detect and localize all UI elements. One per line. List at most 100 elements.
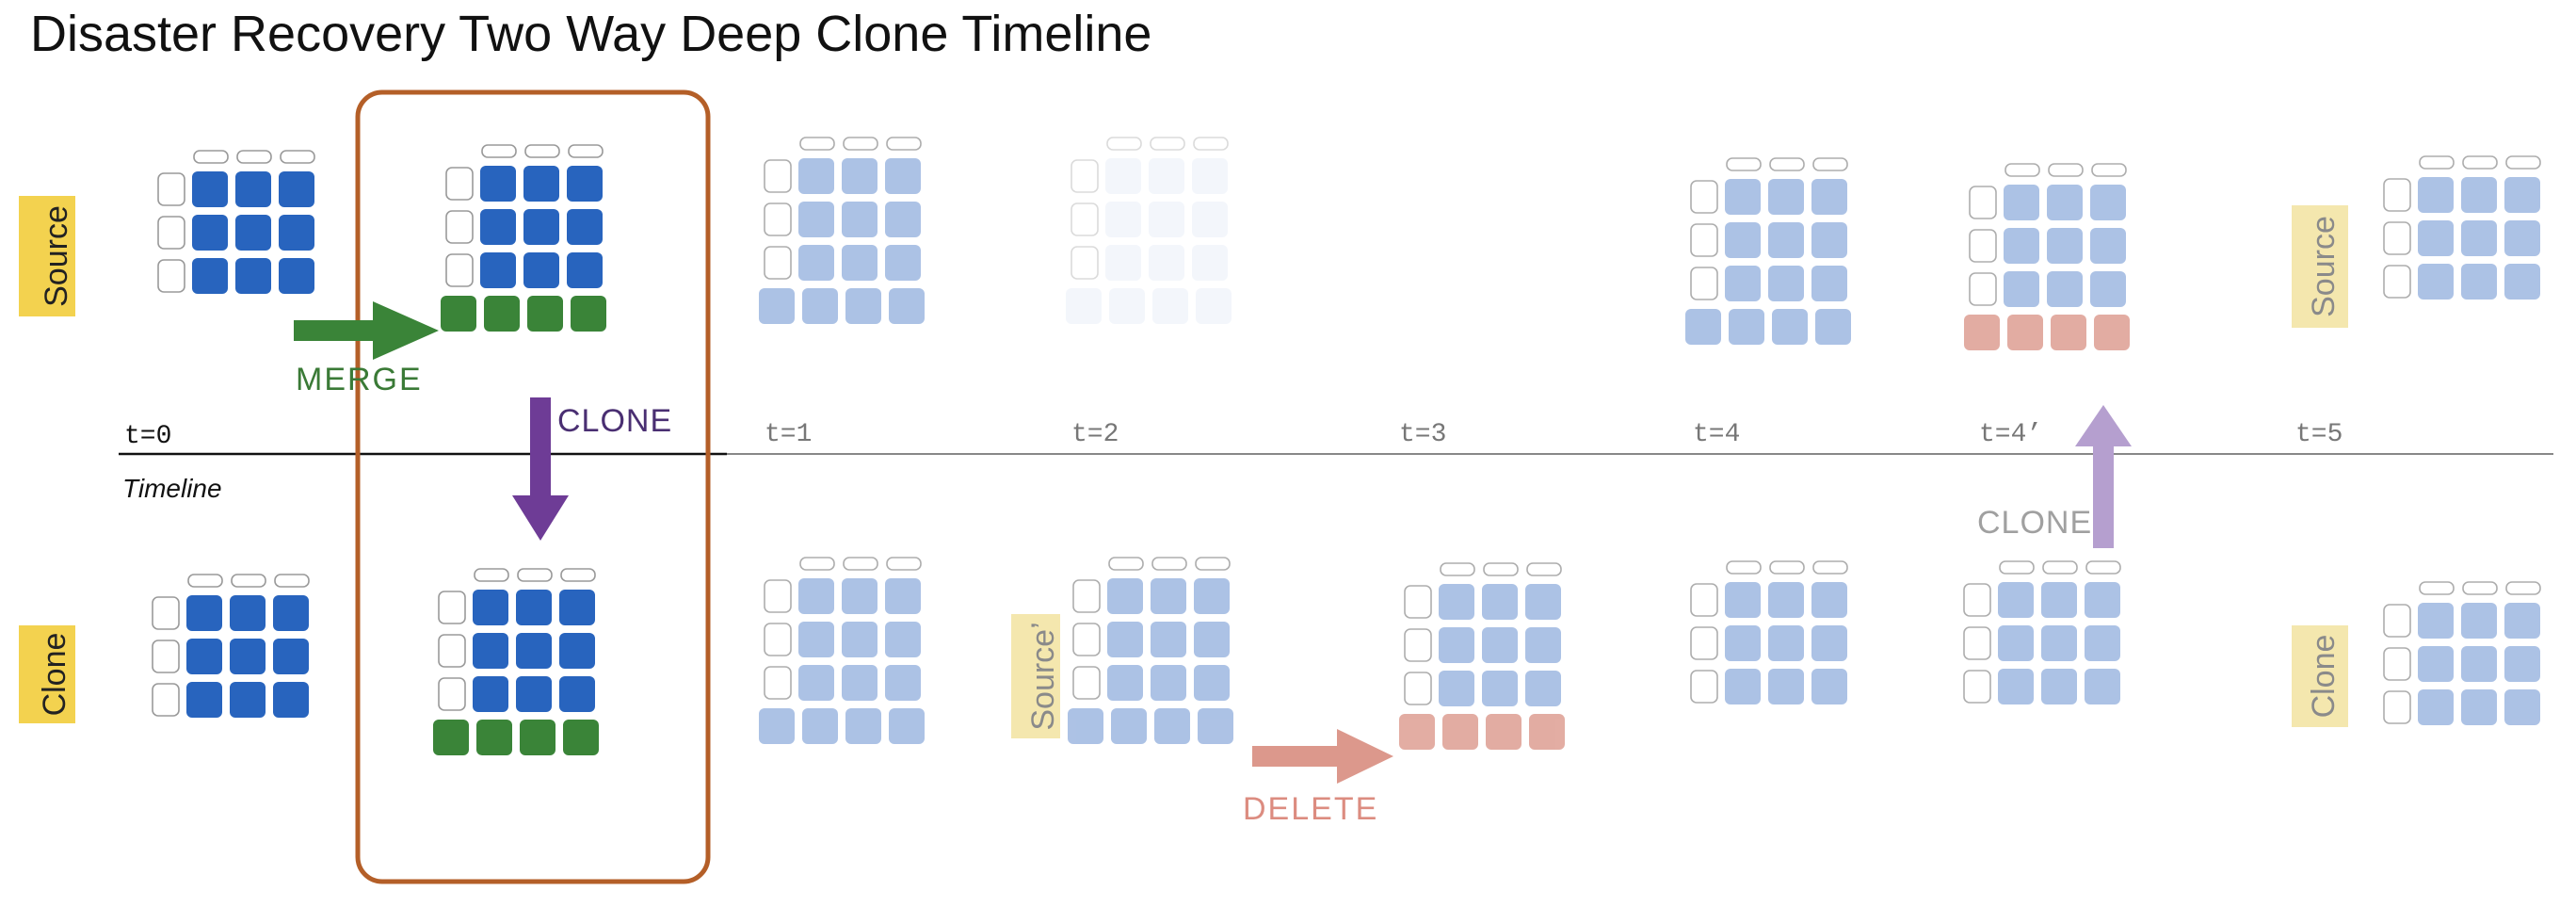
table-new-row-cell [1399, 714, 1435, 750]
table-row-handle [764, 159, 792, 193]
row-label-source: Source [19, 196, 75, 316]
table-cell [273, 639, 309, 674]
table-header-cell [474, 568, 509, 582]
table-cell [235, 258, 271, 294]
table-header-cell [1195, 557, 1231, 571]
table-source-t0-merged [441, 144, 606, 332]
table-header-cell [1999, 560, 2035, 575]
table-row-handle [1404, 628, 1432, 662]
table-cell [885, 665, 921, 701]
table-cell [230, 639, 266, 674]
table-cell [1768, 179, 1804, 215]
table-cell [192, 215, 228, 251]
table-cell [2041, 582, 2077, 618]
table-new-row-cell [1772, 309, 1808, 345]
table-cell [842, 202, 877, 237]
table-cell [2047, 185, 2083, 220]
table-cell [523, 166, 559, 202]
table-cell [2418, 177, 2454, 213]
side-label-source-prime: Source’ [1011, 614, 1061, 738]
table-row-handle [764, 623, 792, 656]
side-label-source-t5-text: Source [2306, 216, 2342, 317]
table-header-cell [1440, 562, 1475, 576]
table-header-cell [799, 137, 835, 151]
table-cell [1811, 625, 1847, 661]
table-header-cell [2419, 155, 2455, 170]
table-cell [1194, 665, 1230, 701]
table-cell [2004, 228, 2039, 264]
table-cell [1194, 622, 1230, 657]
table-cell [798, 202, 834, 237]
table-cell [1725, 625, 1761, 661]
table-cell [798, 245, 834, 281]
table-cell [1725, 179, 1761, 215]
table-header-cell [481, 144, 517, 158]
table-row-handle [157, 216, 185, 250]
table-cell [2004, 185, 2039, 220]
table-cell [1105, 202, 1141, 237]
table-row-handle [1072, 623, 1101, 656]
table-cell [235, 171, 271, 207]
table-cell [1725, 582, 1761, 618]
table-row-handle [1071, 159, 1099, 193]
clone-down-arrow [512, 397, 569, 541]
table-header-cell [568, 144, 604, 158]
table-cell [2504, 603, 2540, 639]
table-cell [2041, 669, 2077, 704]
table-source-t0 [157, 150, 315, 294]
table-cell [798, 158, 834, 194]
table-header-cell [1108, 557, 1144, 571]
table-row-handle [438, 677, 466, 711]
table-cell [2418, 264, 2454, 300]
table-row-handle [157, 259, 185, 293]
table-new-row-cell [1068, 708, 1103, 744]
table-row-handle [1404, 672, 1432, 705]
table-cell [1525, 627, 1561, 663]
table-header-cell [886, 557, 922, 571]
row-label-source-text: Source [39, 205, 74, 307]
table-new-row-cell [845, 708, 881, 744]
table-row-handle [1690, 223, 1718, 257]
table-row-handle [1690, 180, 1718, 214]
table-header-cell [1526, 562, 1562, 576]
table-cell [1107, 578, 1143, 614]
table-cell [1149, 158, 1184, 194]
table-cell [1998, 669, 2034, 704]
table-new-row-cell [476, 720, 512, 755]
table-new-row-cell [433, 720, 469, 755]
table-header-cell [886, 137, 922, 151]
timepoint-t4-prime: t=4’ [1979, 420, 2042, 449]
table-row-handle [157, 172, 185, 206]
table-header-cell [2505, 155, 2541, 170]
table-cell [559, 633, 595, 669]
timepoint-t3: t=3 [1399, 420, 1446, 449]
table-new-row-cell [1685, 309, 1721, 345]
table-cell [1725, 266, 1761, 301]
table-new-row-cell [1729, 309, 1764, 345]
table-cell [2418, 603, 2454, 639]
table-new-row-cell [1154, 708, 1190, 744]
table-cell [1768, 669, 1804, 704]
table-cell [523, 252, 559, 288]
table-row-handle [2383, 178, 2411, 212]
table-cell [1811, 582, 1847, 618]
table-cell [2085, 625, 2120, 661]
table-new-row-cell [563, 720, 599, 755]
table-header-cell [843, 137, 878, 151]
table-cell [235, 215, 271, 251]
table-cell [2090, 228, 2126, 264]
table-row-handle [1963, 626, 1991, 660]
table-header-cell [1483, 562, 1519, 576]
table-cell [230, 595, 266, 631]
table-row-handle [152, 596, 180, 630]
table-cell [473, 676, 508, 712]
table-cell [1482, 627, 1518, 663]
table-clone-t0-merged [433, 568, 599, 755]
table-header-cell [2048, 163, 2084, 177]
table-row-handle [2383, 604, 2411, 638]
table-header-cell [524, 144, 560, 158]
table-cell [2461, 689, 2497, 725]
table-header-cell [280, 150, 315, 164]
table-new-row-cell [759, 708, 795, 744]
